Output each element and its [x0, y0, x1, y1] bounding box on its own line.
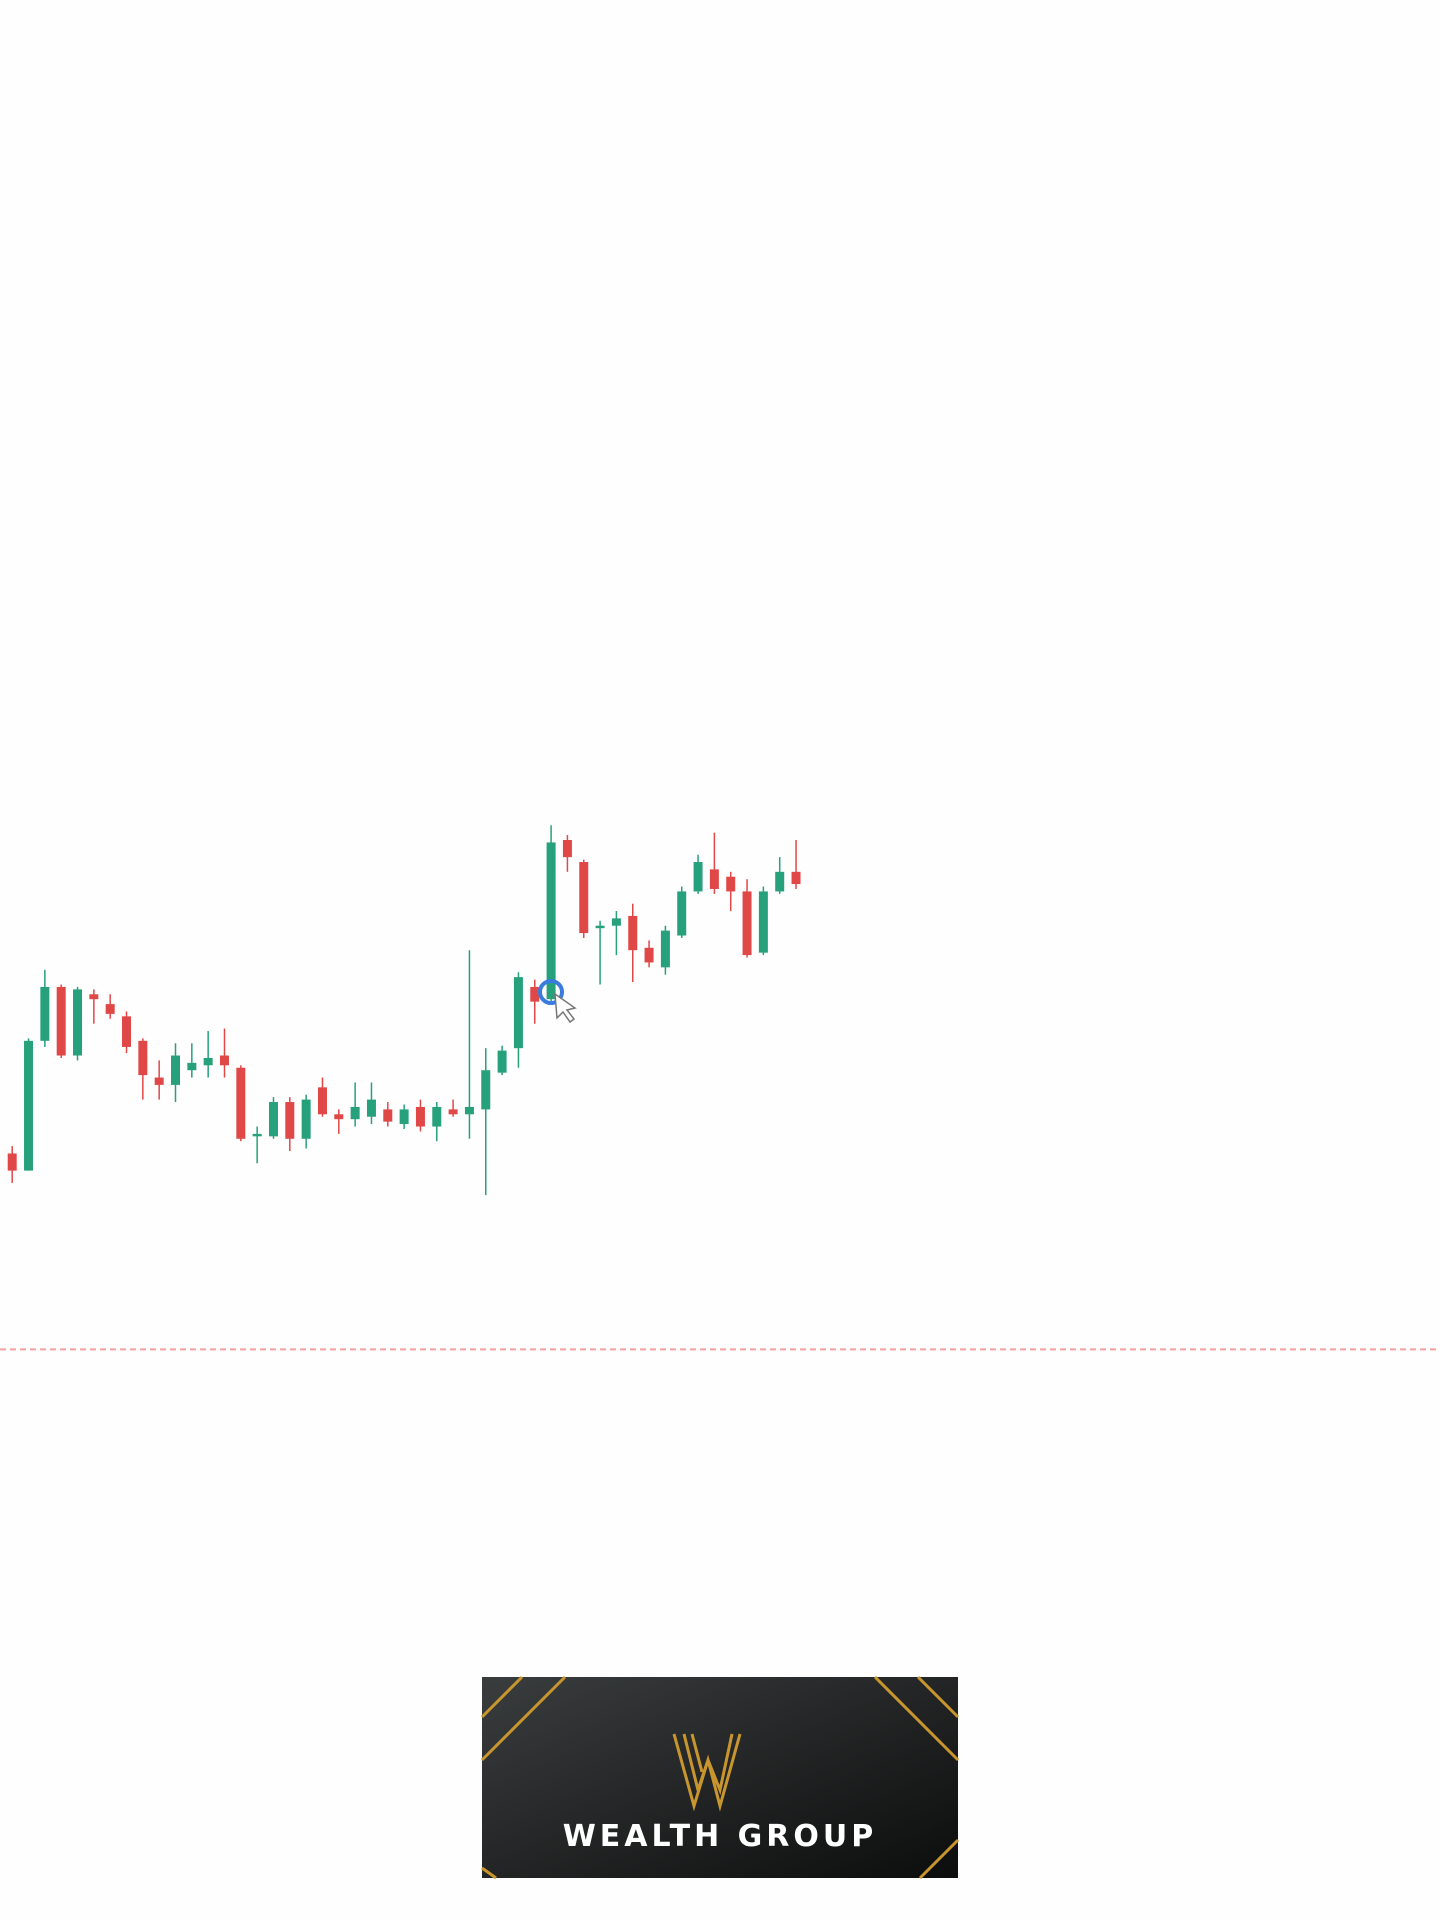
candle-body	[219, 1055, 229, 1066]
candle-body	[546, 842, 556, 1000]
candle-body	[350, 1106, 360, 1120]
cursor-arrow	[554, 992, 577, 1024]
candle-body	[415, 1106, 425, 1127]
candle-body	[644, 947, 654, 963]
candle-body	[154, 1077, 164, 1085]
logo-background	[482, 1677, 958, 1878]
logo-text: WEALTH GROUP	[563, 1819, 878, 1854]
candle-body	[432, 1106, 442, 1127]
candle-body	[301, 1099, 311, 1139]
candle-body	[611, 918, 621, 926]
candle-body	[677, 891, 687, 936]
candle-body	[693, 862, 703, 892]
cursor	[538, 979, 577, 1024]
candle-body	[285, 1102, 295, 1139]
candle-body	[40, 986, 50, 1041]
candle-body	[513, 977, 523, 1049]
candle-body	[383, 1109, 393, 1122]
candle-body	[530, 986, 540, 1002]
candle-body	[122, 1016, 132, 1047]
candle-body	[187, 1062, 197, 1071]
cursor-ring	[538, 979, 564, 1005]
candle-body	[742, 891, 752, 956]
candle-body	[562, 840, 572, 858]
candle-body	[7, 1153, 17, 1171]
candle-body	[268, 1102, 278, 1137]
candle-body	[709, 869, 719, 889]
candle-body	[497, 1050, 507, 1073]
candle-body	[317, 1087, 327, 1115]
candle-body	[399, 1109, 409, 1125]
candle-body	[366, 1099, 376, 1117]
candle-body	[660, 930, 670, 968]
candle-body	[105, 1004, 115, 1014]
candle-body	[171, 1055, 180, 1085]
candle-body	[481, 1070, 491, 1110]
logo: WEALTH GROUP	[480, 1675, 960, 1880]
candle-body	[73, 989, 83, 1056]
candle-body	[579, 862, 589, 934]
candle-body	[203, 1057, 213, 1066]
candle-body	[252, 1133, 262, 1137]
candle-body	[89, 994, 99, 1000]
candle-body	[726, 876, 736, 892]
candle-body	[56, 986, 66, 1056]
candle-body	[628, 915, 638, 951]
candle-body	[464, 1106, 474, 1115]
logo-lines	[480, 1675, 960, 1880]
candle-body	[334, 1114, 344, 1120]
candles	[7, 825, 801, 1196]
candle-body	[791, 871, 801, 885]
candle-body	[775, 871, 785, 892]
candle-body	[24, 1040, 34, 1171]
candle-body	[595, 925, 605, 929]
candle-body	[138, 1040, 148, 1076]
candle-body	[758, 891, 768, 953]
candle-body	[448, 1109, 458, 1115]
candle-body	[236, 1067, 246, 1139]
